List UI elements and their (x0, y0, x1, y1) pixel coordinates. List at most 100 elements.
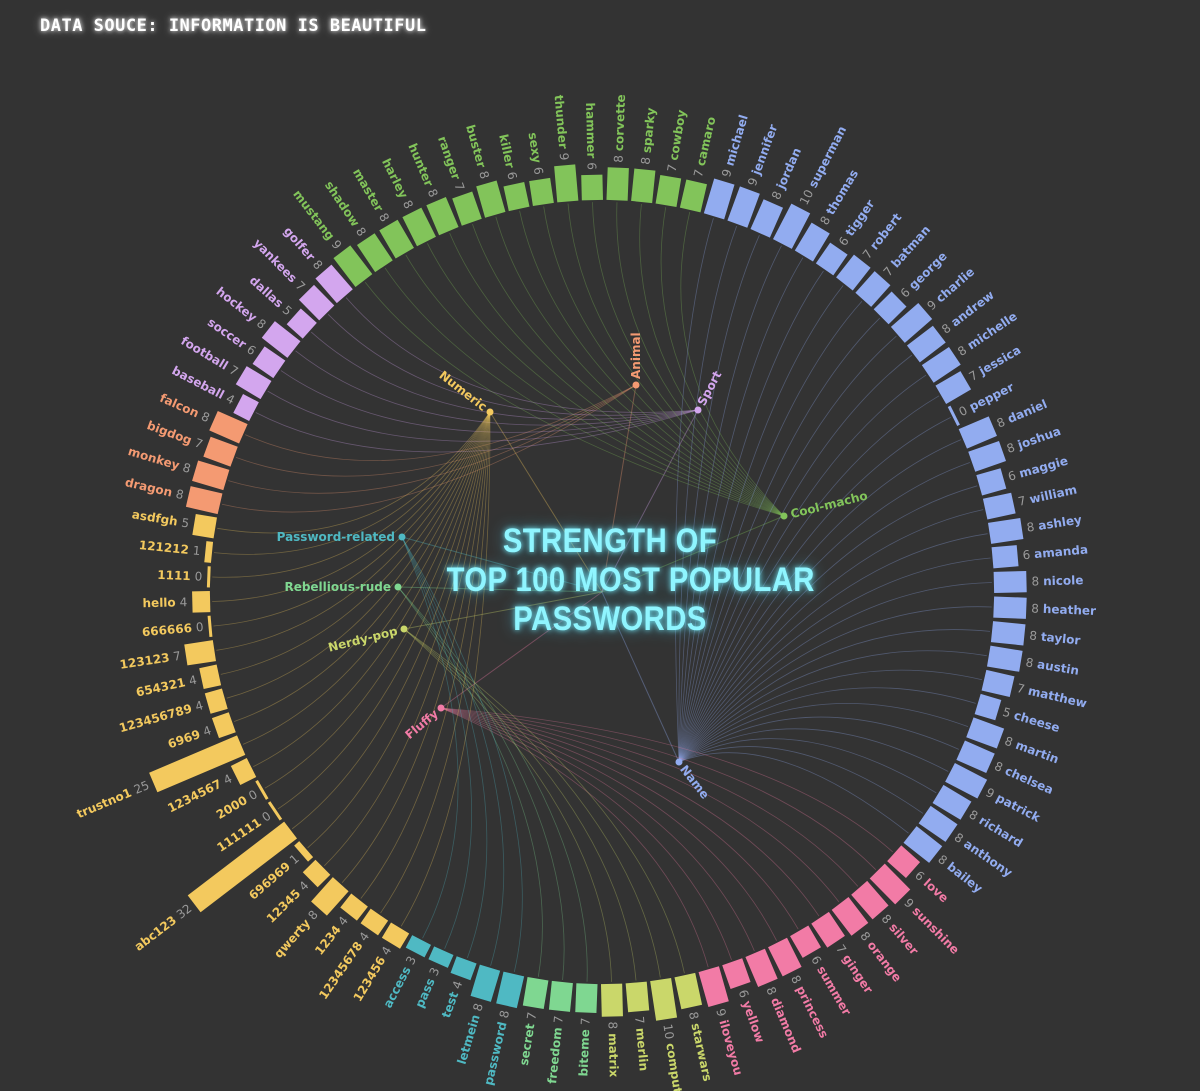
bar-pepper (947, 405, 960, 426)
link-cheese (678, 687, 976, 763)
hub-dot-password-related (398, 533, 406, 541)
password-name-computer: computer (664, 1042, 688, 1091)
bar-asdfgh (192, 514, 217, 539)
link-andrew (678, 354, 913, 763)
bar-computer (650, 978, 678, 1021)
bar-iloveyou (698, 966, 729, 1008)
link-baseball (255, 409, 699, 453)
password-value-dragon: 8 (175, 486, 186, 501)
link-michael (674, 218, 714, 763)
password-value-asdfgh: 5 (181, 515, 191, 530)
password-value-696969: 1 (287, 851, 302, 867)
password-value-mustang: 9 (329, 237, 345, 252)
password-name-soccer: soccer (205, 315, 249, 351)
password-value-matthew: 7 (1016, 680, 1027, 695)
label-starwars: 8 starwars (686, 1010, 715, 1082)
link-696969 (307, 411, 491, 849)
bar-password (496, 971, 525, 1009)
bar-hockey (261, 321, 301, 358)
bar-sunshine (869, 863, 911, 905)
password-name-cowboy: cowboy (666, 109, 688, 162)
password-value-bigdog: 7 (193, 435, 205, 451)
bar-taylor (990, 621, 1026, 646)
password-value-joshua: 8 (1005, 440, 1017, 456)
password-name-martin: martin (1014, 737, 1061, 766)
label-computer: 10 computer (661, 1023, 687, 1091)
bar-111111 (267, 801, 283, 821)
label-merlin: 7 merlin (633, 1016, 652, 1072)
label-martin: 8martin (1003, 733, 1061, 766)
link-654321 (220, 411, 491, 675)
label-hunter: hunter8 (406, 141, 441, 199)
password-value-dallas: 5 (280, 302, 295, 318)
link-richard (678, 738, 937, 794)
password-value-michael: 9 (719, 167, 735, 178)
password-value-2000: 0 (246, 787, 260, 803)
bar-hunter (426, 197, 459, 236)
label-falcon: falcon8 (158, 390, 212, 424)
password-value-matrix: 8 (606, 1021, 620, 1029)
bar-mustang (333, 245, 373, 288)
link-daniel (678, 439, 962, 763)
bar-freedom (548, 980, 573, 1012)
password-value-qwerty: 8 (305, 907, 321, 922)
link-12345 (324, 411, 491, 867)
bar-dallas (286, 308, 317, 339)
link-matrix (403, 628, 612, 982)
link-william (678, 509, 984, 763)
hub-dot-numeric (486, 408, 494, 416)
bar-corvette (606, 167, 629, 201)
link-buster (495, 216, 785, 517)
link-1234567 (253, 411, 491, 767)
bar-1111 (206, 566, 211, 588)
password-name-corvette: corvette (611, 94, 627, 151)
password-name-password: password (481, 1020, 509, 1086)
bar-bailey (903, 826, 943, 863)
password-value-cowboy: 7 (664, 163, 679, 173)
password-value-taylor: 8 (1029, 628, 1038, 643)
bar-joshua (968, 440, 1007, 472)
bar-falcon (209, 410, 248, 444)
password-value-sexy: 6 (531, 166, 546, 176)
link-ginger (440, 707, 820, 917)
password-value-princess: 8 (789, 973, 805, 986)
link-666666 (213, 411, 491, 627)
link-nicole (678, 582, 992, 763)
bar-pass (428, 946, 454, 968)
link-6969 (234, 411, 491, 722)
password-value-123456: 4 (378, 944, 394, 958)
bar-tigger (815, 242, 848, 276)
link-thunder (567, 203, 785, 517)
link-golfer (345, 297, 699, 413)
password-value-computer: 10 (661, 1023, 677, 1040)
link-sexy (543, 206, 785, 517)
password-name-camaro: camaro (693, 115, 718, 167)
link-yellow (440, 707, 732, 960)
bar-jennifer (727, 186, 760, 228)
link-dragon (221, 384, 637, 513)
password-name-sparky: sparky (639, 107, 658, 154)
bar-charlie (890, 303, 933, 343)
bar-2000 (255, 780, 269, 800)
link-123456 (400, 411, 491, 927)
bar-121212 (204, 541, 214, 563)
password-value-soccer: 6 (244, 342, 258, 358)
link-jordan (678, 235, 760, 763)
password-name-killer: killer (497, 133, 518, 170)
password-name-master: master (351, 166, 387, 214)
label-pass: pass3 (412, 965, 442, 1010)
password-value-letmein: 8 (470, 1002, 486, 1013)
link-summer (440, 707, 799, 930)
link-bigdog (235, 384, 637, 477)
password-bars (149, 164, 1027, 1021)
password-name-dallas: dallas (247, 273, 286, 310)
link-password (401, 536, 523, 973)
category-label-password-related: Password-related (277, 530, 395, 544)
password-value-austin: 8 (1025, 655, 1035, 670)
bar-letmein (470, 964, 501, 1002)
category-label-rebellious-rude: Rebellious-rude (284, 580, 391, 594)
link-iloveyou (440, 707, 709, 968)
bar-nicole (993, 571, 1027, 594)
bar-secret (522, 977, 549, 1009)
